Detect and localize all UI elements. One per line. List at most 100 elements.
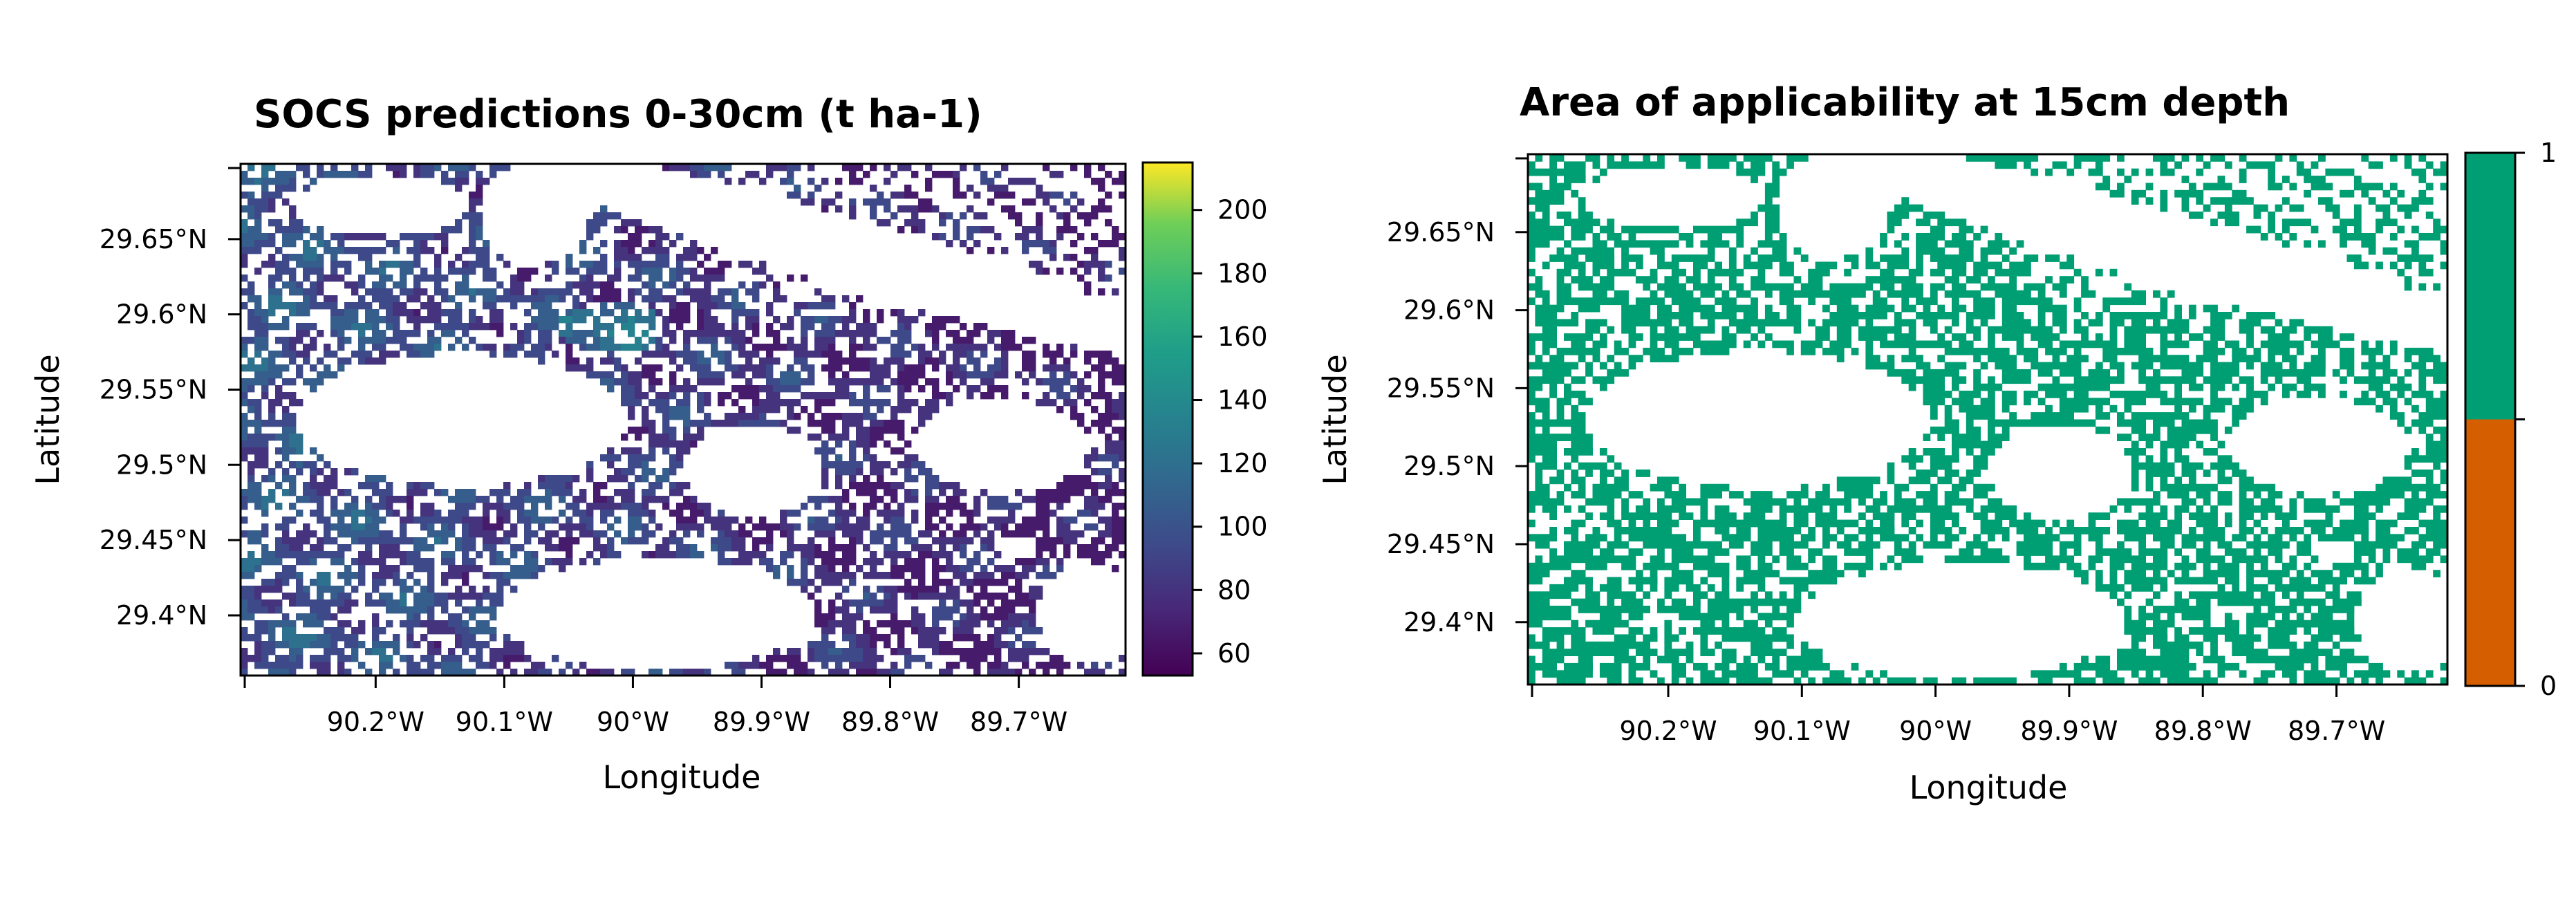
aoa-cell — [2095, 548, 2132, 556]
socs-cell — [801, 378, 815, 386]
aoa-cell — [1650, 584, 1658, 592]
socs-cell — [1084, 523, 1099, 531]
aoa-cell — [2196, 598, 2211, 606]
aoa-cell — [2282, 613, 2290, 621]
aoa-cell — [2346, 591, 2362, 599]
socs-cell — [628, 517, 642, 524]
aoa-cell — [1564, 527, 1579, 534]
socs-cell — [337, 330, 345, 337]
aoa-cell — [2232, 347, 2247, 355]
socs-cell — [254, 627, 269, 635]
socs-cell — [870, 468, 884, 476]
aoa-cell — [2325, 655, 2369, 664]
socs-cell — [372, 613, 380, 621]
socs-cell — [559, 523, 587, 531]
socs-cell — [960, 613, 967, 621]
socs-cell — [676, 233, 684, 241]
socs-cell — [254, 178, 262, 185]
socs-cell — [801, 406, 808, 413]
aoa-cell — [2425, 404, 2448, 413]
socs-cell — [759, 178, 767, 185]
aoa-cell — [1908, 448, 1916, 456]
socs-cell — [248, 482, 262, 490]
socs-cell — [248, 475, 255, 483]
aoa-cell — [2138, 613, 2160, 621]
aoa-cell — [1528, 677, 1536, 685]
socs-cell — [400, 261, 414, 268]
socs-cell — [241, 606, 248, 614]
aoa-cell — [1988, 434, 2010, 441]
socs-cell — [1008, 178, 1036, 185]
socs-cell — [808, 178, 815, 185]
aoa-cell — [2001, 391, 2017, 398]
socs-cell — [572, 330, 594, 337]
socs-cell — [1098, 357, 1119, 365]
socs-cell — [593, 323, 615, 331]
aoa-cell — [2304, 505, 2340, 513]
socs-cell — [1029, 371, 1036, 379]
socs-cell — [1070, 164, 1078, 171]
socs-cell — [413, 281, 421, 289]
aoa-x-tick-label: 89.8°W — [2154, 716, 2252, 746]
socs-cell — [241, 634, 262, 642]
aoa-cell — [2196, 519, 2218, 528]
socs-cell — [918, 579, 926, 586]
aoa-cell — [1542, 670, 1593, 678]
socs-cell — [407, 551, 421, 559]
socs-cell — [566, 364, 594, 372]
aoa-cell — [1599, 512, 1615, 520]
socs-cell — [835, 475, 843, 483]
socs-cell — [503, 634, 511, 642]
socs-cell — [393, 247, 400, 254]
socs-cell — [379, 496, 386, 503]
aoa-cell — [2433, 168, 2448, 176]
aoa-cell — [1894, 562, 1902, 570]
aoa-cell — [2368, 662, 2383, 671]
aoa-cell — [1908, 462, 1916, 470]
aoa-cell — [1966, 541, 1988, 549]
socs-cell — [669, 281, 677, 289]
aoa-cell — [1923, 304, 1931, 313]
aoa-cell — [2311, 555, 2319, 564]
socs-cell — [960, 565, 974, 573]
aoa-cell — [2081, 312, 2089, 319]
aoa-cell — [1528, 662, 1557, 671]
aoa-cell — [1571, 247, 1614, 255]
socs-cell — [987, 198, 995, 206]
socs-cell — [579, 489, 587, 496]
socs-cell — [731, 337, 746, 344]
aoa-cell — [1542, 655, 1565, 664]
socs-cell — [351, 655, 359, 662]
socs-cell — [973, 510, 981, 517]
aoa-cell — [1621, 512, 1672, 520]
socs-cell — [683, 281, 691, 289]
socs-cell — [642, 523, 649, 531]
socs-cell — [517, 330, 525, 337]
socs-x-tick-label: 89.7°W — [970, 707, 1067, 737]
aoa-cell — [1930, 512, 1959, 520]
aoa-cell — [2073, 534, 2082, 542]
socs-cell — [469, 309, 476, 317]
socs-cell — [496, 551, 504, 559]
socs-cell — [835, 385, 850, 393]
aoa-cell — [1800, 483, 1809, 492]
socs-cell — [642, 371, 656, 379]
aoa-cell — [1966, 419, 1974, 427]
aoa-cell — [1671, 548, 1694, 556]
aoa-cell — [1988, 534, 1995, 542]
socs-cell — [1022, 641, 1036, 649]
socs-cell — [725, 178, 732, 185]
socs-cell — [662, 537, 670, 545]
aoa-y-axis-label: Latitude — [1316, 354, 1354, 485]
aoa-cell — [1571, 189, 1579, 198]
aoa-cell — [2433, 541, 2448, 549]
socs-cell — [545, 295, 559, 303]
socs-cell — [1008, 613, 1036, 621]
socs-cell — [344, 268, 352, 275]
socs-cell — [324, 648, 345, 655]
socs-cell — [773, 648, 781, 655]
socs-cell — [261, 171, 269, 178]
socs-cell — [296, 302, 310, 310]
socs-cell — [317, 226, 324, 234]
socs-cell — [275, 392, 297, 400]
